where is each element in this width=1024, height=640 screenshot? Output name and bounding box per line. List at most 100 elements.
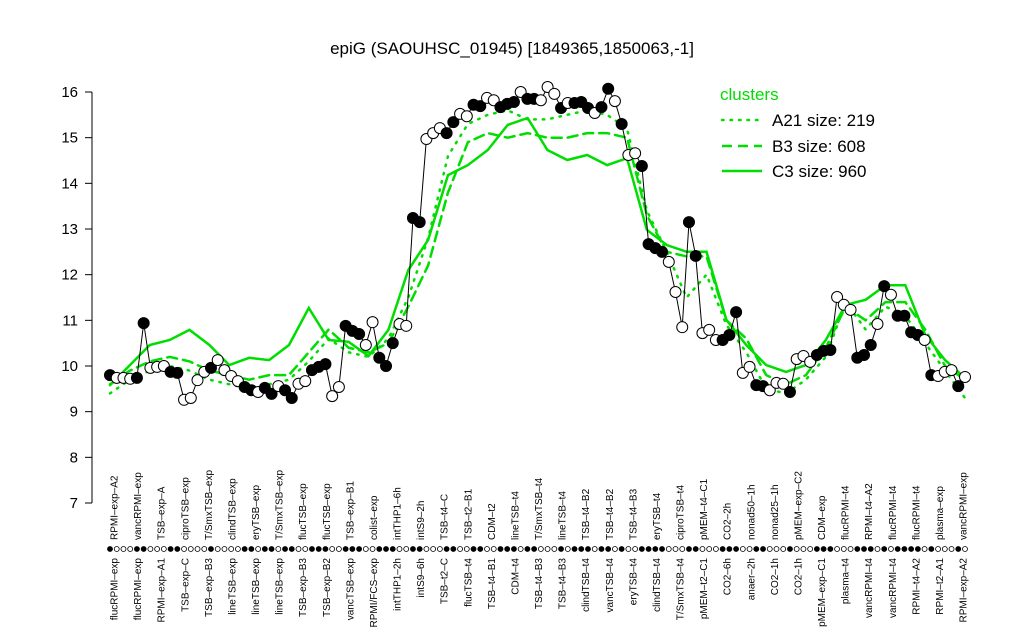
x-tick-label: flucRPMI–t4 (911, 485, 922, 540)
sample-dot (268, 546, 275, 552)
x-tick-label: plasma–t4 (841, 558, 852, 605)
data-point (635, 159, 648, 172)
sample-dot (840, 546, 847, 552)
data-point (918, 333, 931, 346)
sample-dot (800, 546, 807, 552)
sample-dot (571, 546, 578, 552)
data-point (460, 110, 473, 123)
sample-dot (463, 546, 470, 552)
data-point (952, 380, 965, 393)
data-point (171, 366, 184, 379)
sample-dot (349, 546, 356, 552)
sample-dot (275, 546, 282, 552)
data-point (373, 351, 386, 364)
sample-dot (760, 546, 766, 552)
sample-dot (160, 546, 167, 552)
sample-dot (652, 546, 659, 552)
sample-dot (443, 546, 450, 552)
y-tick-label: 10 (61, 358, 78, 375)
x-tick-label: vancRPMI–t4 (888, 558, 899, 618)
sample-dot (659, 546, 665, 552)
sample-dot (564, 546, 571, 552)
sample-dot (107, 546, 113, 552)
x-tick-label: vancRPMI–t4 (864, 558, 875, 618)
x-tick-label: RPMI–exp–A2 (110, 475, 121, 540)
data-point (319, 358, 332, 371)
x-tick-label: CDM–t2 (487, 503, 498, 540)
sample-dot (578, 546, 585, 552)
sample-dot (228, 546, 235, 552)
x-tick-label: ciproTSB–exp (180, 477, 191, 540)
data-point (211, 354, 224, 367)
sample-dot (113, 546, 120, 552)
sample-dot (645, 546, 652, 552)
data-point (137, 317, 150, 330)
data-point (366, 316, 379, 329)
sample-dot (497, 546, 504, 552)
data-point (386, 337, 399, 350)
x-tick-label: intS9–6h (416, 558, 427, 597)
data-point (898, 309, 911, 322)
sample-dot (120, 546, 127, 552)
x-tick-label: TSB–t2–C (440, 558, 451, 604)
x-tick-label: colist–exp (369, 495, 380, 540)
y-tick-label: 16 (61, 84, 78, 101)
x-tick-label: vancTSB–t4 (605, 558, 616, 613)
x-tick-label: clindTSB–t4 (652, 558, 663, 612)
x-tick-label: TSB–exp–B2 (322, 558, 333, 617)
data-point (763, 384, 776, 397)
sample-dot (376, 546, 383, 552)
sample-dot (329, 546, 336, 552)
sample-dot (733, 546, 740, 552)
sample-dot (322, 546, 329, 552)
sample-dot (908, 546, 915, 552)
data-point (130, 371, 143, 384)
sample-dot (874, 546, 881, 552)
x-tick-label: flucRPMI–exp (133, 558, 144, 621)
sample-dot (861, 546, 867, 552)
x-tick-label: pMEM–t2–C1 (699, 558, 710, 620)
legend: clusters A21 size: 219 B3 size: 608 C3 s… (720, 85, 875, 181)
data-point (824, 344, 837, 357)
data-point (669, 286, 682, 299)
sample-dot (369, 546, 376, 552)
sample-dot (235, 546, 241, 552)
data-point (629, 147, 642, 160)
sample-dot (753, 546, 760, 552)
sample-dot (928, 546, 935, 552)
data-point (871, 317, 884, 330)
sample-dot (807, 546, 814, 552)
data-point (945, 364, 958, 377)
sample-dot (686, 546, 692, 552)
sample-dot (699, 546, 706, 552)
x-tick-label: vancRPMI–exp (133, 472, 144, 540)
data-point (279, 384, 292, 397)
x-tick-label: intTHP1–6h (393, 487, 404, 540)
sample-dot (847, 546, 854, 552)
data-point (400, 319, 413, 332)
data-point (878, 280, 891, 293)
data-point (608, 95, 621, 108)
sample-dot (867, 546, 874, 552)
sample-dot (820, 546, 827, 552)
sample-dot (154, 546, 161, 552)
sample-dot (484, 546, 490, 552)
x-tick-label: intTHP1–2h (393, 558, 404, 611)
legend-title: clusters (720, 85, 779, 104)
y-tick-label: 11 (62, 312, 78, 329)
data-point (184, 391, 197, 404)
sample-dot (780, 546, 787, 552)
sample-dot (288, 546, 295, 552)
data-point (844, 303, 857, 316)
sample-dot (134, 546, 140, 552)
data-point (447, 116, 460, 129)
data-point (743, 360, 756, 373)
data-point (723, 328, 736, 341)
sample-dot (618, 546, 625, 552)
chart-title: epiG (SAOUHSC_01945) [1849365,1850063,-1… (330, 39, 694, 58)
x-tick-label: RPMI–t4–A2 (864, 483, 875, 540)
data-point (858, 349, 871, 362)
sample-dot (558, 546, 564, 552)
sample-dot (221, 546, 228, 552)
